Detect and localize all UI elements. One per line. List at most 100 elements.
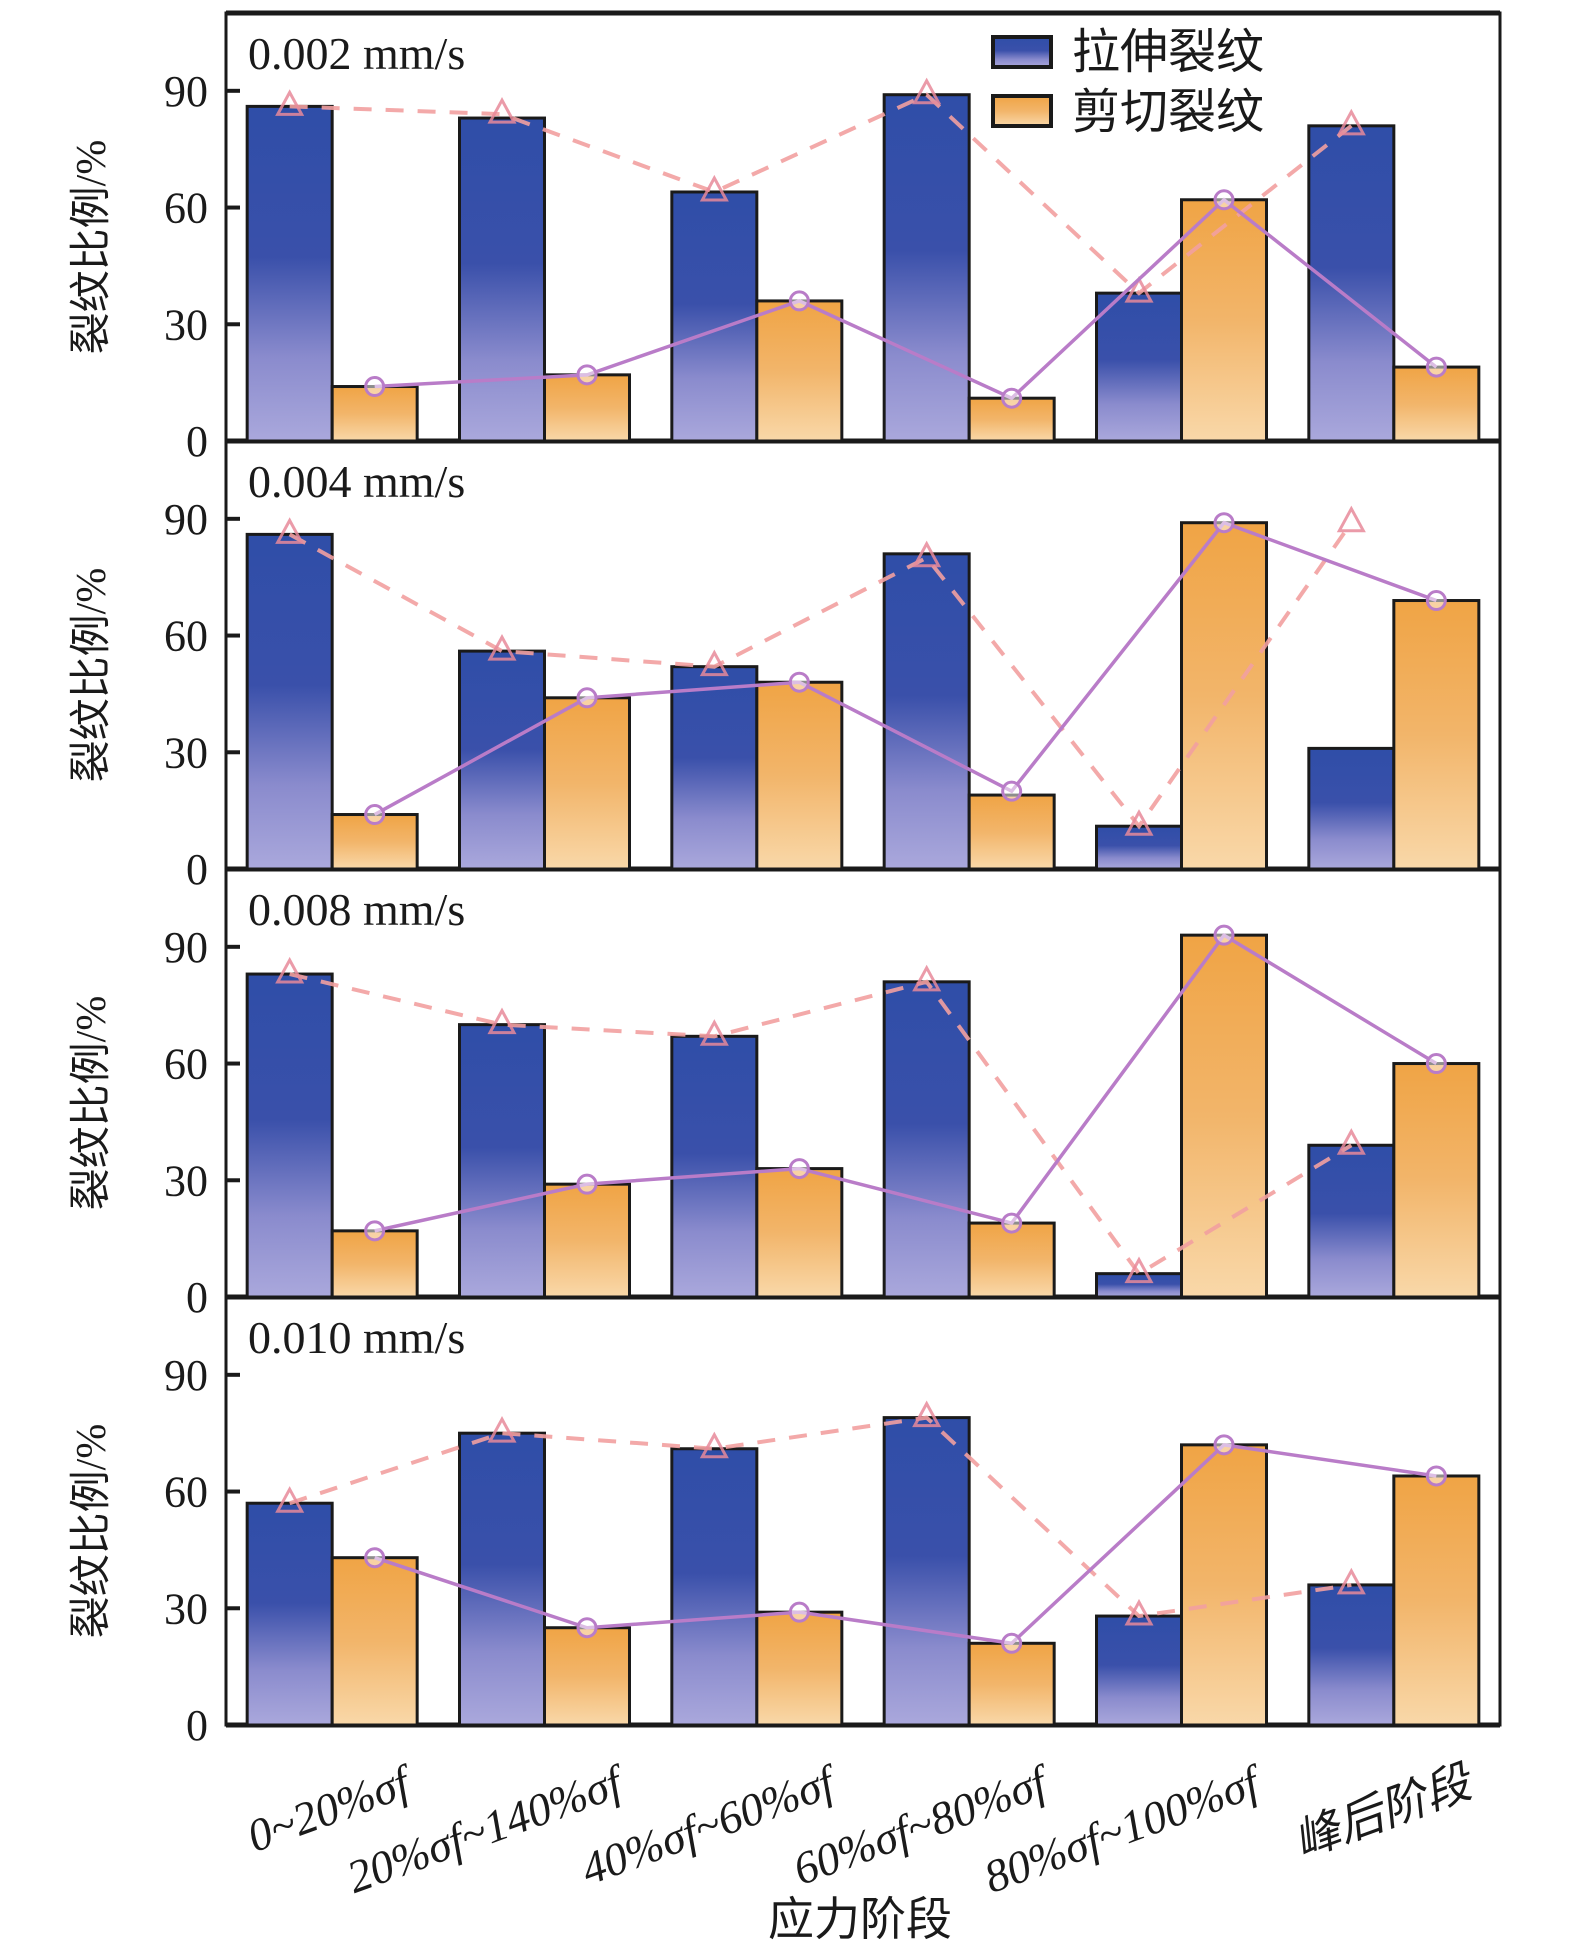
- y-tick-label: 90: [164, 495, 208, 544]
- tensile-marker: [275, 956, 305, 984]
- bar-shear: [330, 1556, 419, 1727]
- shear-marker: [364, 804, 386, 826]
- shear-marker: [1001, 1632, 1023, 1654]
- bar-tensile: [1307, 1583, 1396, 1727]
- shear-marker: [364, 1547, 386, 1569]
- bar-shear: [967, 793, 1056, 871]
- tensile-marker: [487, 633, 517, 661]
- panel-title: 0.008 mm/s: [248, 884, 465, 935]
- shear-marker: [1425, 1465, 1447, 1487]
- bar-shear: [967, 1641, 1056, 1727]
- bar-tensile: [882, 93, 971, 443]
- bar-shear: [1180, 521, 1268, 871]
- shear-marker: [788, 1158, 810, 1180]
- bar-tensile: [882, 980, 971, 1299]
- legend: 拉伸裂纹 剪切裂纹: [991, 26, 1264, 139]
- bar-tensile: [245, 972, 334, 1299]
- legend-label-shear: 剪切裂纹: [1072, 86, 1264, 139]
- bar-tensile: [1307, 746, 1396, 871]
- tensile-trend-line: [288, 521, 1353, 830]
- bar-shear: [967, 1221, 1056, 1299]
- shear-trend-line: [374, 932, 1438, 1233]
- bar-shear: [1180, 198, 1268, 443]
- bar-shear: [1392, 1474, 1481, 1727]
- tensile-marker: [699, 1019, 729, 1046]
- shear-marker: [788, 671, 810, 693]
- bar-tensile: [882, 1416, 971, 1727]
- bar-shear: [755, 680, 844, 871]
- bar-tensile: [245, 104, 334, 443]
- shear-marker: [1425, 356, 1447, 378]
- tensile-marker: [1124, 1598, 1154, 1626]
- tensile-trend-line: [289, 1415, 1352, 1619]
- tensile-marker: [275, 1486, 305, 1513]
- y-tick-label: 0: [186, 1273, 208, 1322]
- panel-3: 0 30 60 90 裂纹比例/% 0.008 mm/s: [69, 867, 1502, 1322]
- y-tick-label: 0: [186, 845, 208, 894]
- bar-tensile: [670, 665, 759, 871]
- panel-title: 0.010 mm/s: [248, 1312, 465, 1363]
- bar-tensile: [458, 1023, 546, 1299]
- bar-tensile: [1095, 824, 1183, 871]
- bar-tensile: [245, 1501, 334, 1727]
- y-tick-label: 30: [164, 1156, 208, 1205]
- panels: 0 30 60 90 裂纹比例/% 0.002 mm/s 0 30 60 90 裂纹比例/% 0.00…: [69, 10, 1502, 1750]
- tensile-marker: [912, 540, 942, 568]
- shear-marker: [364, 376, 386, 398]
- x-tick-labels: 0~20%σf20%σf~140%σf40%σf~60%σf60%σf~80%σ…: [241, 1754, 1481, 1902]
- bar-tensile: [1307, 1143, 1396, 1299]
- bar-shear: [1180, 1443, 1268, 1727]
- y-axis-label: 裂纹比例/%: [69, 568, 115, 783]
- panel-4: 0 30 60 90 裂纹比例/% 0.010 mm/s: [69, 1295, 1502, 1750]
- shear-marker: [364, 1220, 386, 1242]
- shear-marker: [576, 1173, 598, 1195]
- panel-title: 0.002 mm/s: [248, 28, 465, 79]
- shear-trend-line: [374, 1443, 1437, 1646]
- y-axis-label: 裂纹比例/%: [69, 1424, 115, 1639]
- bar-tensile: [882, 552, 971, 871]
- tensile-marker: [1336, 1128, 1366, 1155]
- shear-marker: [1001, 780, 1023, 802]
- bar-tensile: [458, 116, 546, 443]
- tensile-marker: [487, 1007, 517, 1035]
- tensile-marker: [1336, 108, 1366, 136]
- bar-tensile: [1095, 291, 1183, 443]
- panel-1: 0 30 60 90 裂纹比例/% 0.002 mm/s: [69, 10, 1502, 466]
- bar-shear: [543, 1182, 631, 1299]
- bar-shear: [755, 299, 844, 443]
- legend-swatch-shear: [991, 94, 1053, 128]
- shear-marker: [1213, 1434, 1235, 1456]
- shear-marker: [1213, 189, 1235, 211]
- bar-tensile: [1095, 1614, 1183, 1727]
- bar-shear: [543, 1626, 631, 1727]
- bar-shear: [755, 1167, 844, 1299]
- bar-tensile: [1307, 124, 1396, 443]
- tensile-marker: [699, 1431, 729, 1459]
- bar-shear: [543, 373, 631, 443]
- y-tick-label: 90: [164, 67, 208, 116]
- y-axis-label: 裂纹比例/%: [69, 140, 115, 355]
- shear-marker: [1425, 590, 1447, 612]
- tensile-marker: [699, 174, 729, 202]
- tensile-marker: [912, 1400, 942, 1428]
- x-tick-label: 峰后阶段: [1287, 1755, 1481, 1867]
- panel-2: 0 30 60 90 裂纹比例/% 0.004 mm/s: [69, 439, 1502, 894]
- tensile-trend-line: [289, 92, 1353, 296]
- tensile-marker: [912, 77, 942, 105]
- y-tick-label: 60: [164, 1040, 208, 1089]
- tensile-marker: [1336, 1567, 1366, 1595]
- bar-tensile: [670, 190, 759, 443]
- bar-shear: [543, 696, 631, 871]
- legend-label-tensile: 拉伸裂纹: [1072, 26, 1264, 79]
- shear-marker: [576, 687, 598, 709]
- bar-shear: [1180, 933, 1268, 1299]
- y-tick-label: 30: [164, 1584, 208, 1633]
- tensile-marker: [1124, 1256, 1154, 1284]
- y-tick-label: 0: [186, 1701, 208, 1750]
- shear-marker: [1213, 924, 1235, 946]
- bar-shear: [1392, 599, 1481, 871]
- y-axis-label: 裂纹比例/%: [69, 996, 115, 1211]
- y-tick-label: 30: [164, 300, 208, 349]
- tensile-marker: [699, 649, 729, 677]
- shear-marker: [1001, 387, 1023, 409]
